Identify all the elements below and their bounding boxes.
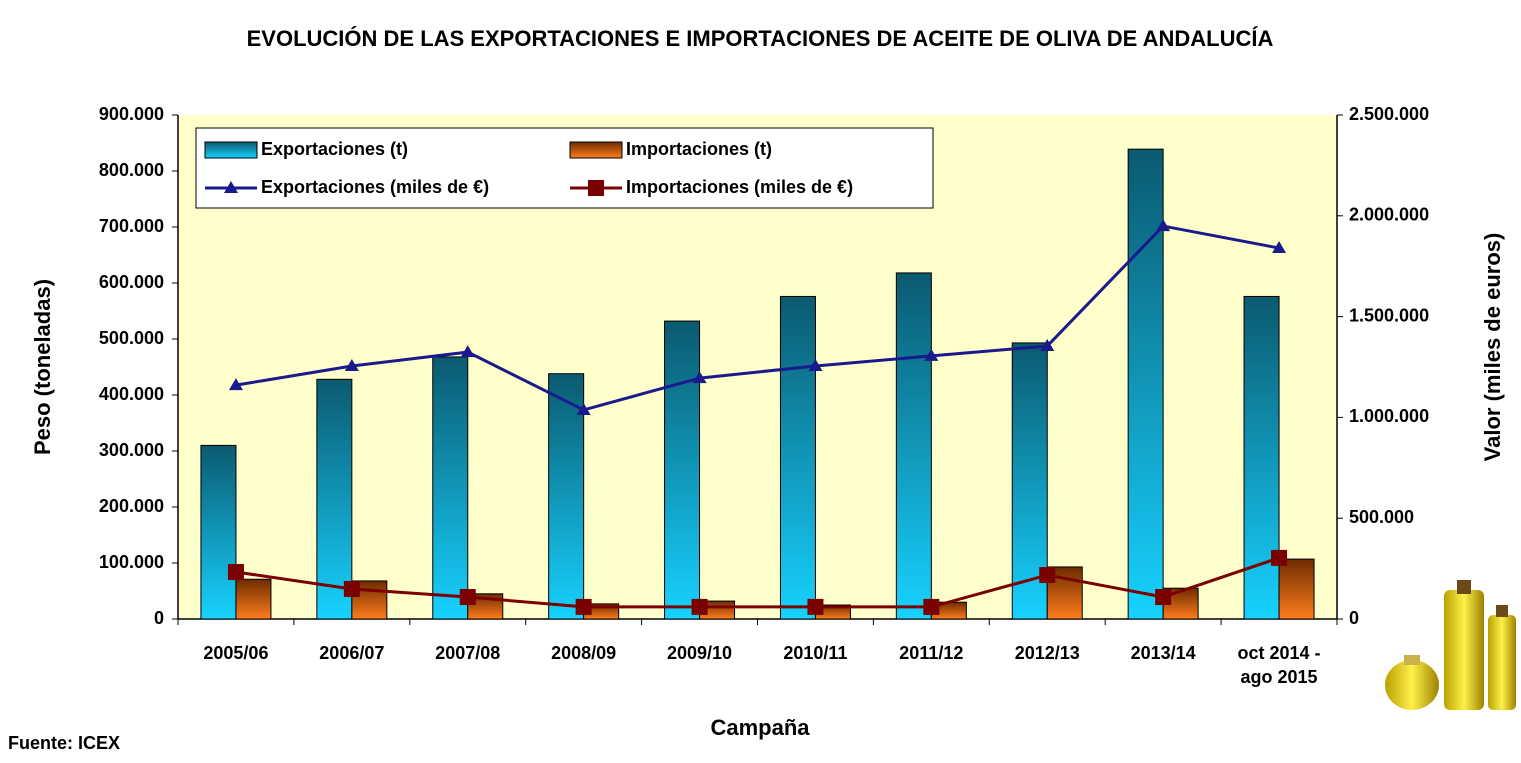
x-tick-label: 2012/13 <box>987 641 1107 665</box>
y2-tick-label: 500.000 <box>1349 507 1414 527</box>
legend-marker <box>588 180 604 196</box>
line-marker <box>1271 550 1287 566</box>
x-axis-title: Campaña <box>600 715 920 741</box>
y-tick-label: 700.000 <box>99 216 164 236</box>
line-marker <box>807 599 823 615</box>
y2-tick-label: 2.000.000 <box>1349 205 1429 225</box>
bar <box>201 445 236 619</box>
bar <box>780 296 815 619</box>
x-tick-label: 2009/10 <box>640 641 760 665</box>
x-tick-label: 2008/09 <box>524 641 644 665</box>
legend-label: Exportaciones (t) <box>261 139 408 159</box>
y-tick-label: 600.000 <box>99 272 164 292</box>
y2-tick-label: 2.500.000 <box>1349 104 1429 124</box>
y-tick-label: 400.000 <box>99 384 164 404</box>
y-tick-label: 100.000 <box>99 552 164 572</box>
bar <box>549 374 584 619</box>
x-tick-label: 2011/12 <box>871 641 991 665</box>
legend-label: Importaciones (t) <box>626 139 772 159</box>
y-tick-label: 200.000 <box>99 496 164 516</box>
y2-tick-label: 0 <box>1349 608 1359 628</box>
olive-oil-bottles <box>1385 580 1516 710</box>
chart-title: EVOLUCIÓN DE LAS EXPORTACIONES E IMPORTA… <box>160 22 1360 55</box>
line-marker <box>228 564 244 580</box>
x-tick-label: 2010/11 <box>755 641 875 665</box>
y-tick-label: 800.000 <box>99 160 164 180</box>
x-tick-label: 2005/06 <box>176 641 296 665</box>
x-tick-label: 2007/08 <box>408 641 528 665</box>
bar <box>1244 296 1279 619</box>
bar <box>433 357 468 619</box>
source: Fuente: ICEX <box>8 733 120 754</box>
y2-tick-label: 1.500.000 <box>1349 305 1429 325</box>
y-tick-label: 0 <box>154 608 164 628</box>
page: 0 100.000 200.000 300.000 400.000 500.000 600.… <box>0 0 1521 763</box>
x-tick-label: 2013/14 <box>1103 641 1223 665</box>
line-marker <box>460 589 476 605</box>
line-marker <box>1039 567 1055 583</box>
y-axis-title: Peso (toneladas) <box>30 279 55 455</box>
y2-axis-title: Valor (miles de euros) <box>1480 233 1505 462</box>
y2-tick-label: 1.000.000 <box>1349 406 1429 426</box>
y-tick-label: 900.000 <box>99 104 164 124</box>
legend-label: Exportaciones (miles de €) <box>261 177 489 197</box>
x-tick-label: oct 2014 - ago 2015 <box>1219 641 1339 689</box>
legend-swatch <box>570 142 622 158</box>
y-tick-label: 500.000 <box>99 328 164 348</box>
legend-label: Importaciones (miles de €) <box>626 177 853 197</box>
bar <box>1128 149 1163 619</box>
line-marker <box>692 599 708 615</box>
line-marker <box>576 599 592 615</box>
bar <box>1279 559 1314 619</box>
legend-swatch <box>205 142 257 158</box>
line-marker <box>344 581 360 597</box>
bar <box>236 579 271 619</box>
bar <box>896 273 931 619</box>
bar <box>665 321 700 619</box>
x-tick-label: 2006/07 <box>292 641 412 665</box>
line-marker <box>1155 589 1171 605</box>
line-marker <box>923 599 939 615</box>
y-tick-label: 300.000 <box>99 440 164 460</box>
